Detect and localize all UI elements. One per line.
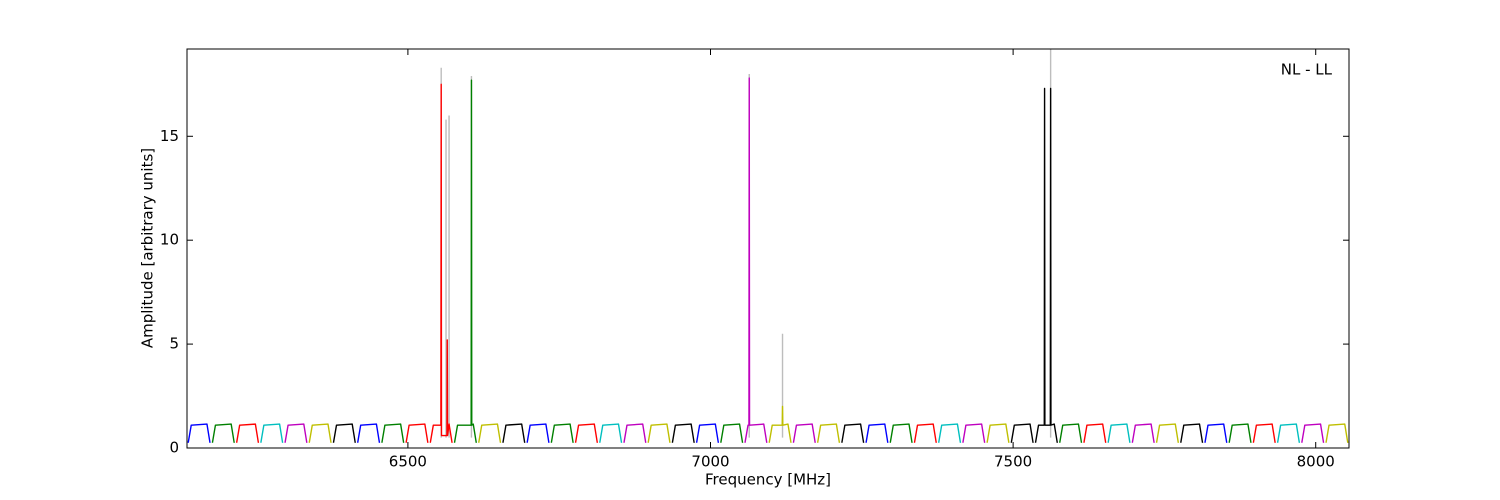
x-tick-label: 7500 — [994, 453, 1032, 471]
x-tick-label: 8000 — [1297, 453, 1335, 471]
spectrum-line — [211, 79, 1252, 443]
spectrum-line — [187, 423, 1228, 443]
spectrum-line — [308, 405, 1349, 443]
y-tick-label: 10 — [160, 231, 179, 249]
spectrum-line — [440, 49, 1052, 438]
y-tick-label: 15 — [160, 127, 179, 145]
x-tick-label: 6500 — [389, 453, 427, 471]
series-layer — [187, 49, 1349, 443]
y-tick-label: 0 — [169, 439, 179, 457]
spectrum-line — [260, 423, 1301, 443]
spectrum-line — [332, 87, 1204, 443]
x-tick-label: 7000 — [691, 453, 729, 471]
x-axis-label: Frequency [MHz] — [705, 471, 831, 489]
y-tick-label: 5 — [169, 335, 179, 353]
spectrum-line — [235, 83, 1276, 443]
spectrum-line — [284, 77, 1325, 443]
annotation: NL - LL — [1281, 61, 1333, 79]
y-axis-label: Amplitude [arbitrary units] — [139, 148, 157, 348]
plot-frame — [186, 48, 1350, 449]
